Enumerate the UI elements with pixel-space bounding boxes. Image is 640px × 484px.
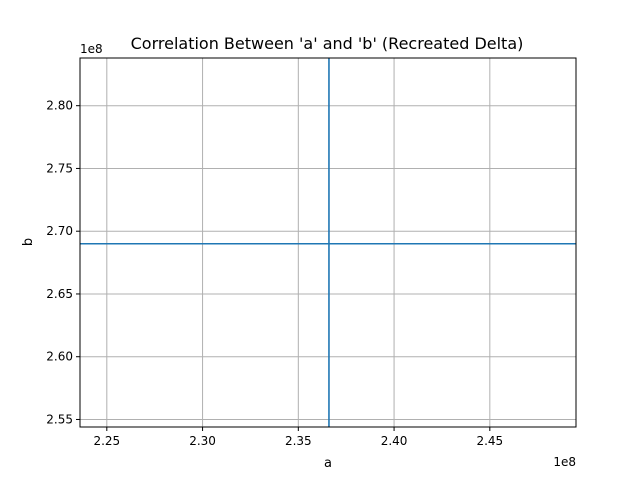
grid-lines xyxy=(80,58,576,427)
x-tick-label: 2.30 xyxy=(189,434,216,448)
chart-title: Correlation Between 'a' and 'b' (Recreat… xyxy=(131,34,524,53)
x-tick-label: 2.35 xyxy=(285,434,312,448)
y-axis-offset-label: 1e8 xyxy=(80,42,103,56)
y-tick-label: 2.60 xyxy=(46,350,73,364)
x-tick-label: 2.45 xyxy=(476,434,503,448)
y-tick-label: 2.65 xyxy=(46,287,73,301)
x-tick-label: 2.40 xyxy=(381,434,408,448)
axes-frame xyxy=(79,57,577,428)
x-axis-ticks: 2.25 2.30 2.35 2.40 2.45 xyxy=(93,427,503,448)
y-tick-label: 2.80 xyxy=(46,99,73,113)
y-tick-label: 2.70 xyxy=(46,224,73,238)
y-tick-label: 2.75 xyxy=(46,161,73,175)
x-tick-label: 2.25 xyxy=(93,434,120,448)
y-tick-label: 2.55 xyxy=(46,412,73,426)
y-axis-label: b xyxy=(21,238,36,246)
y-axis-ticks: 2.55 2.60 2.65 2.70 2.75 2.80 xyxy=(46,99,80,426)
x-axis-label: a xyxy=(324,456,332,471)
data-lines xyxy=(80,58,576,427)
x-axis-offset-label: 1e8 xyxy=(553,455,576,469)
